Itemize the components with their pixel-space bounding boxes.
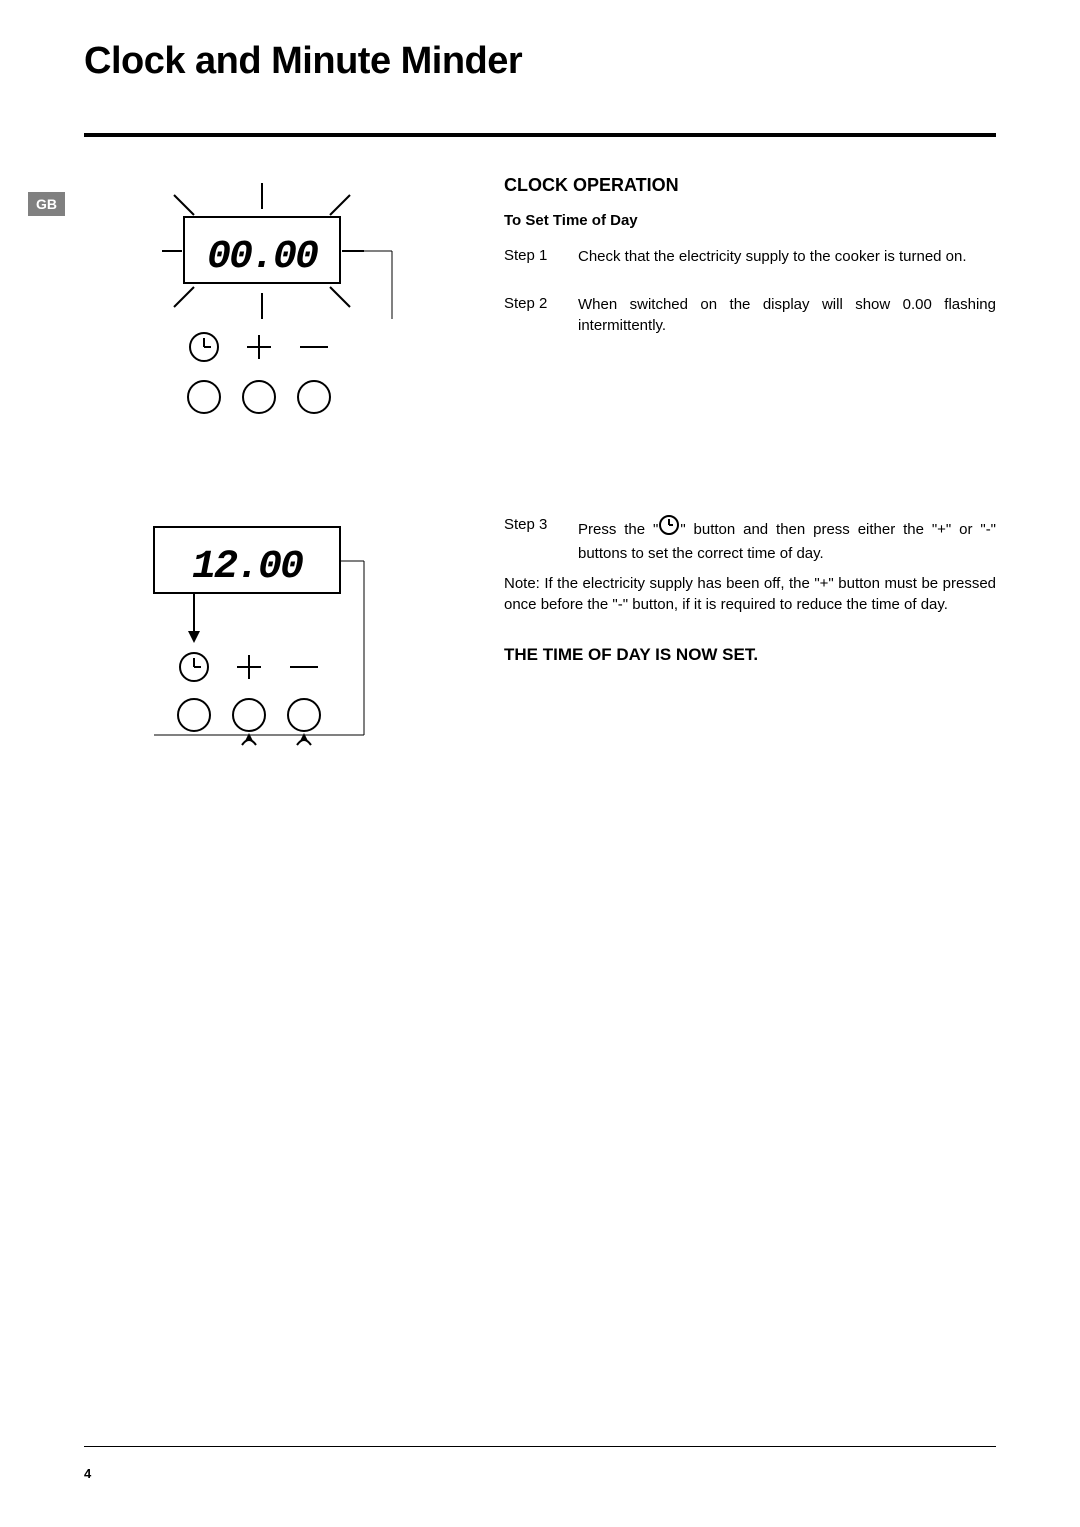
text-column: CLOCK OPERATION To Set Time of Day Step …: [504, 167, 996, 847]
plus-icon: [237, 655, 261, 679]
step-row: Step 1 Check that the electricity supply…: [504, 247, 996, 267]
language-badge: GB: [28, 192, 65, 216]
button-circle: [298, 381, 330, 413]
button-circle: [188, 381, 220, 413]
step-text: Check that the electricity supply to the…: [578, 247, 996, 267]
diagram-set-time: 12.00: [114, 517, 464, 767]
button-pressed: [288, 699, 320, 745]
plus-icon: [247, 335, 271, 359]
diagram-flashing-display: 00.00: [114, 177, 464, 437]
sub-heading: To Set Time of Day: [504, 212, 996, 229]
page-title: Clock and Minute Minder: [84, 40, 996, 83]
final-heading: THE TIME OF DAY IS NOW SET.: [504, 645, 996, 665]
note-text: Note: If the electricity supply has been…: [504, 574, 996, 615]
diagrams-column: 00.00: [84, 167, 464, 847]
clock-icon: [180, 653, 208, 681]
step-text: Press the "" button and then press eithe…: [578, 516, 996, 565]
step-label: Step 1: [504, 247, 562, 267]
step-label: Step 2: [504, 295, 562, 336]
display-text-2: 12.00: [192, 545, 303, 590]
step-label: Step 3: [504, 516, 562, 565]
display-text-1: 00.00: [207, 235, 318, 280]
clock-icon: [190, 333, 218, 361]
step-row: Step 2 When switched on the display will…: [504, 295, 996, 336]
button-circle: [243, 381, 275, 413]
step-row: Step 3 Press the "" button and then pres…: [504, 516, 996, 565]
clock-icon: [658, 514, 680, 542]
button-circle: [178, 699, 210, 731]
horizontal-rule: [84, 133, 996, 137]
button-pressed: [233, 699, 265, 745]
page-number: 4: [84, 1466, 91, 1481]
section-heading: CLOCK OPERATION: [504, 175, 996, 196]
bottom-rule: [84, 1446, 996, 1447]
step-text: When switched on the display will show 0…: [578, 295, 996, 336]
